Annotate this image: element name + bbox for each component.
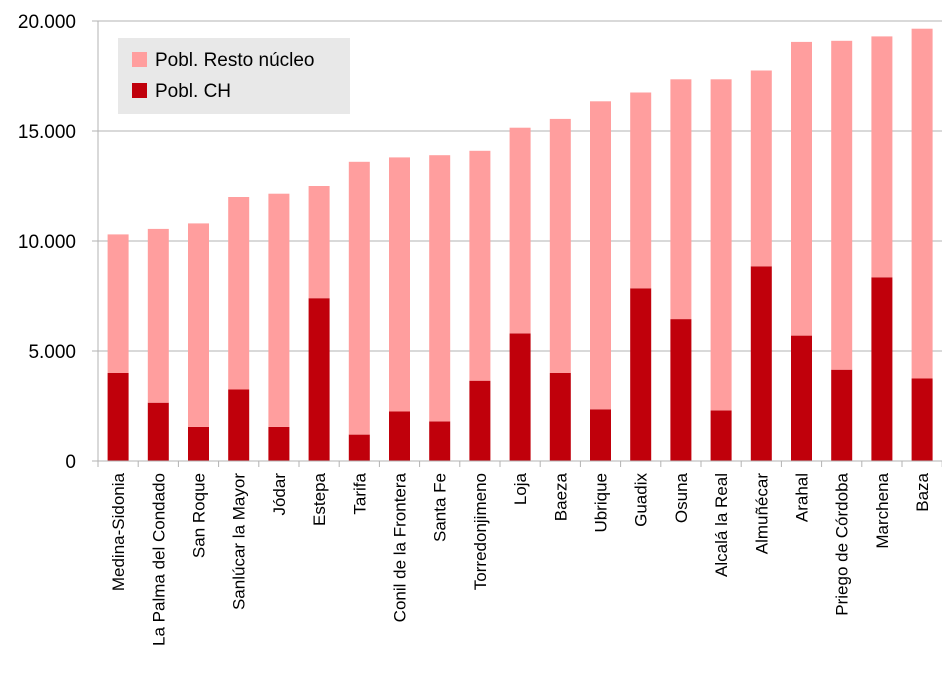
x-tick-label: Medina-Sidonia xyxy=(109,472,128,591)
bar-segment-ch xyxy=(147,402,169,461)
bar-segment-ch xyxy=(509,333,531,461)
x-tick-label: Estepa xyxy=(310,472,329,525)
x-tick-label: Priego de Córdoba xyxy=(833,472,852,615)
x-tick-label: Guadix xyxy=(632,473,651,527)
bar-segment-resto xyxy=(308,186,330,299)
x-tick-label: Baza xyxy=(913,472,932,511)
bars xyxy=(107,28,933,461)
bar-segment-resto xyxy=(147,228,169,403)
x-tick-label: Conil de la Frontera xyxy=(391,472,410,622)
bar-segment-resto xyxy=(871,36,893,278)
bar-segment-resto xyxy=(670,79,692,320)
bar-segment-resto xyxy=(630,92,652,289)
bar-segment-resto xyxy=(268,193,290,427)
bar-segment-resto xyxy=(750,70,772,267)
x-tick-label: San Roque xyxy=(190,473,209,558)
x-tick-label: Loja xyxy=(511,472,530,505)
bar-segment-resto xyxy=(509,127,531,334)
x-tick-label: Tarifa xyxy=(350,472,369,514)
x-tick-label: Jódar xyxy=(270,473,289,516)
y-tick-label: 15.000 xyxy=(18,122,76,143)
bar-segment-ch xyxy=(228,389,250,461)
legend: Pobl. Resto núcleo Pobl. CH xyxy=(118,38,350,114)
bar-segment-ch xyxy=(469,380,491,461)
bar-segment-resto xyxy=(831,40,853,370)
bar-segment-ch xyxy=(188,426,209,461)
bar-segment-ch xyxy=(389,411,410,461)
legend-swatch-resto xyxy=(132,52,147,67)
legend-label-ch: Pobl. CH xyxy=(155,81,231,102)
x-tick-label: Torredonjimeno xyxy=(471,473,490,590)
bar-segment-ch xyxy=(308,298,330,461)
y-tick-label: 0 xyxy=(65,452,76,473)
bar-segment-resto xyxy=(107,234,129,373)
bar-segment-resto xyxy=(791,41,812,336)
bar-segment-resto xyxy=(549,118,571,374)
x-tick-label: Santa Fe xyxy=(431,473,450,542)
x-tick-label: Marchena xyxy=(873,472,892,548)
bar-segment-resto xyxy=(228,197,250,390)
bar-segment-ch xyxy=(670,319,692,461)
bar-segment-ch xyxy=(831,369,853,461)
bar-segment-ch xyxy=(750,266,772,461)
bar-segment-resto xyxy=(469,150,491,381)
bar-segment-ch xyxy=(590,409,611,461)
y-tick-label: 5.000 xyxy=(28,342,76,363)
bar-segment-ch xyxy=(549,373,571,461)
axes: 0 5.000 10.000 15.000 20.000 Medina-Sidonia La… xyxy=(18,12,942,646)
x-tick-label: La Palma del Condado xyxy=(149,473,168,646)
x-tick-label: Arahal xyxy=(793,473,812,522)
bar-segment-ch xyxy=(429,421,451,461)
bar-segment-ch xyxy=(348,434,370,461)
bar-segment-resto xyxy=(590,101,611,410)
x-tick-label: Osuna xyxy=(672,472,691,523)
y-tick-label: 10.000 xyxy=(18,232,76,253)
bar-segment-ch xyxy=(871,277,893,461)
y-tick-label: 20.000 xyxy=(18,12,76,33)
bar-segment-resto xyxy=(188,223,209,427)
bar-segment-resto xyxy=(911,28,933,379)
x-tick-label: Baeza xyxy=(551,472,570,521)
bar-segment-resto xyxy=(429,155,451,422)
bar-segment-resto xyxy=(348,161,370,435)
x-tick-label: Ubrique xyxy=(592,473,611,533)
legend-swatch-ch xyxy=(132,83,147,98)
bar-segment-ch xyxy=(268,426,290,461)
bar-segment-ch xyxy=(107,373,129,461)
x-tick-label: Almuñécar xyxy=(752,473,771,555)
bar-segment-resto xyxy=(710,79,732,411)
legend-label-resto: Pobl. Resto núcleo xyxy=(155,50,315,71)
x-tick-label: Sanlúcar la Mayor xyxy=(230,473,249,610)
bar-segment-resto xyxy=(389,157,410,412)
x-tick-label: Alcalá la Real xyxy=(712,473,731,577)
bar-segment-ch xyxy=(791,335,812,461)
legend-background xyxy=(118,38,350,114)
bar-segment-ch xyxy=(911,378,933,461)
bar-segment-ch xyxy=(710,410,732,461)
bar-segment-ch xyxy=(630,288,652,461)
